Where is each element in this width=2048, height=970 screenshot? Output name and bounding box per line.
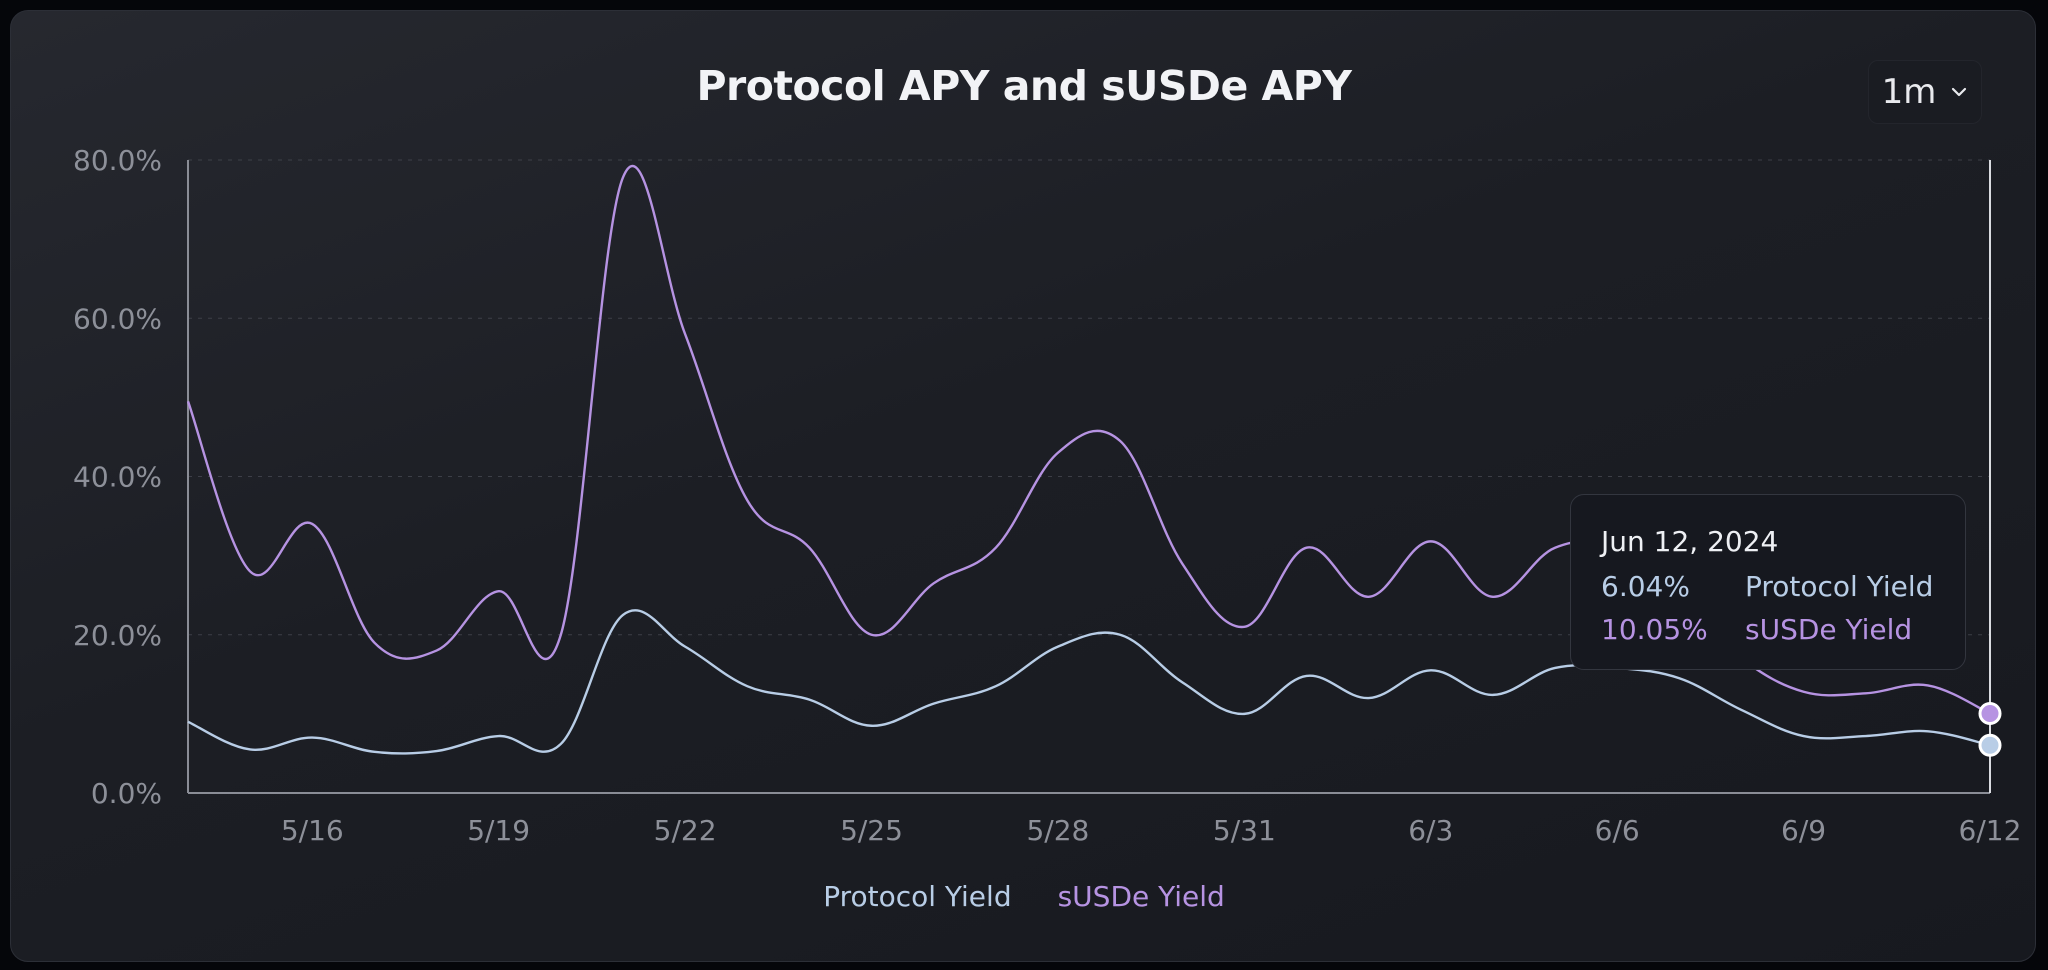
x-tick-label: 6/3 — [1408, 814, 1453, 847]
y-tick-label: 60.0% — [73, 302, 162, 335]
chart-title: Protocol APY and sUSDe APY — [696, 62, 1352, 110]
y-tick-label: 20.0% — [73, 619, 162, 652]
tooltip-protocol-value: 6.04% — [1601, 570, 1690, 603]
tooltip-protocol-label: Protocol Yield — [1745, 570, 1934, 603]
y-tick-label: 0.0% — [91, 777, 162, 810]
legend-item-susde-yield[interactable]: sUSDe Yield — [1057, 880, 1225, 913]
chart-card — [10, 10, 2036, 962]
y-tick-label: 80.0% — [73, 144, 162, 177]
time-range-dropdown[interactable]: 1m — [1868, 60, 1982, 124]
x-tick-label: 5/28 — [1026, 814, 1089, 847]
hover-marker-susde — [1978, 701, 2002, 725]
x-tick-label: 6/12 — [1959, 814, 2022, 847]
tooltip-date: Jun 12, 2024 — [1601, 525, 1779, 558]
tooltip-row-susde: 10.05% sUSDe Yield — [1601, 613, 1965, 646]
x-tick-label: 5/31 — [1213, 814, 1276, 847]
series-line-protocol-yield — [187, 609, 1991, 755]
x-tick-label: 5/19 — [467, 814, 530, 847]
tooltip-susde-label: sUSDe Yield — [1745, 613, 1913, 646]
tooltip-row-protocol: 6.04% Protocol Yield — [1601, 570, 1965, 603]
time-range-value: 1m — [1881, 72, 1937, 112]
hover-marker-protocol — [1978, 733, 2002, 757]
x-tick-label: 6/6 — [1595, 814, 1640, 847]
x-tick-label: 5/22 — [654, 814, 717, 847]
x-tick-label: 5/25 — [840, 814, 903, 847]
x-tick-label: 6/9 — [1781, 814, 1826, 847]
hover-tooltip: Jun 12, 2024 6.04% Protocol Yield 10.05%… — [1570, 494, 1966, 670]
legend-item-protocol-yield[interactable]: Protocol Yield — [823, 880, 1012, 913]
y-tick-label: 40.0% — [73, 461, 162, 494]
x-tick-label: 5/16 — [281, 814, 344, 847]
chevron-down-icon — [1952, 87, 1967, 97]
chart-legend: Protocol Yield sUSDe Yield — [0, 880, 2048, 913]
tooltip-susde-value: 10.05% — [1601, 613, 1708, 646]
